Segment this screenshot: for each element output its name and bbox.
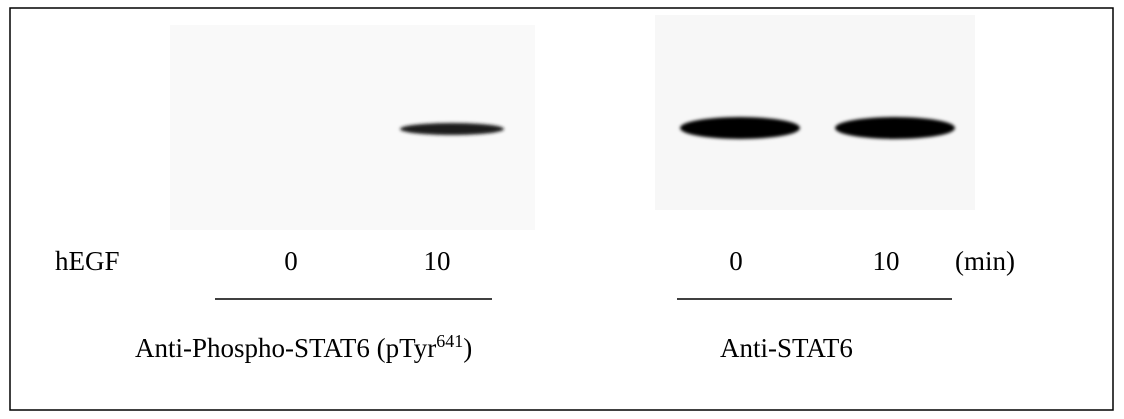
lane-label: 10 bbox=[424, 246, 451, 276]
antibody-label: Anti-Phospho-STAT6 (pTyr641) bbox=[135, 331, 472, 363]
blot-panel-2 bbox=[655, 15, 975, 210]
band bbox=[400, 123, 504, 135]
lane-label: 0 bbox=[729, 246, 743, 276]
treatment-label: hEGF bbox=[55, 246, 120, 276]
antibody-label: Anti-STAT6 bbox=[720, 333, 853, 363]
superscript: 641 bbox=[436, 331, 463, 351]
band bbox=[680, 117, 800, 139]
antibody-close: ) bbox=[463, 333, 472, 363]
figure: hEGF 0 10 0 10 (min) Anti-Phospho-STAT6 … bbox=[0, 0, 1124, 419]
lane-label: 10 bbox=[873, 246, 900, 276]
band bbox=[835, 117, 955, 139]
antibody-text: Anti-Phospho-STAT6 (pTyr bbox=[135, 333, 436, 363]
lane-label: 0 bbox=[284, 246, 298, 276]
unit-label: (min) bbox=[955, 246, 1015, 276]
